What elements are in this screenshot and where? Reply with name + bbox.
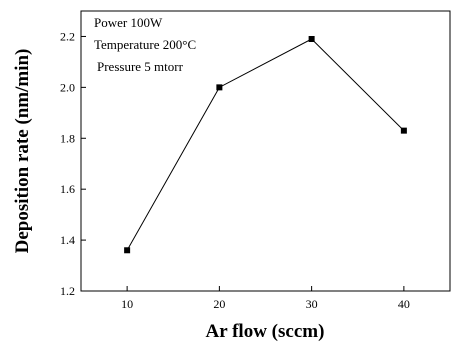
data-point <box>308 36 315 42</box>
x-tick-label: 20 <box>213 297 225 311</box>
y-axis: 1.2 1.4 1.6 1.8 2.0 2.2 <box>60 29 86 298</box>
annotation-temperature: Temperature 200°C <box>94 37 196 52</box>
data-point <box>124 247 131 254</box>
y-tick-label: 1.6 <box>60 182 75 196</box>
y-tick-label: 1.8 <box>60 131 75 145</box>
x-axis-title: Ar flow (sccm) <box>206 321 325 342</box>
annotation-power: Power 100W <box>94 15 163 30</box>
plot-frame <box>80 10 451 292</box>
x-tick-label: 10 <box>121 297 133 311</box>
x-tick-label: 30 <box>306 297 318 311</box>
x-tick-label: 40 <box>398 297 410 311</box>
y-tick-label: 2.0 <box>60 80 75 94</box>
data-point <box>216 84 223 91</box>
series-line <box>126 38 405 251</box>
data-series <box>124 36 407 254</box>
y-tick-label: 2.2 <box>60 29 75 43</box>
y-axis-title: Deposition rate (nm/min) <box>12 49 33 254</box>
y-tick-label: 1.4 <box>60 233 75 247</box>
annotation-pressure: Pressure 5 mtorr <box>97 59 184 74</box>
y-tick-label: 1.2 <box>60 284 75 298</box>
data-point <box>400 127 407 134</box>
annotations: Power 100W Temperature 200°C Pressure 5 … <box>94 15 196 74</box>
x-axis: 10 20 30 40 <box>121 286 410 311</box>
